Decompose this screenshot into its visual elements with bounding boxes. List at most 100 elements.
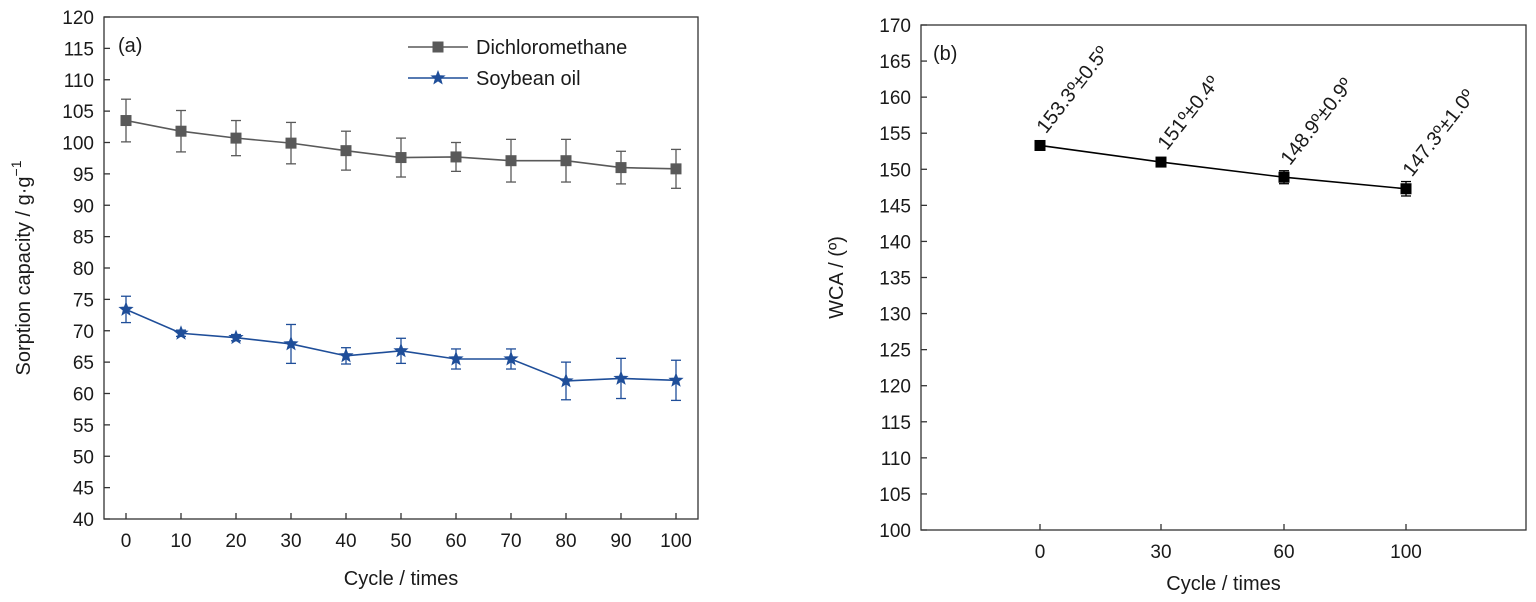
series-soybean-oil [118,295,684,402]
legend-marker [430,70,446,85]
y-tick-label: 105 [62,102,94,123]
x-axis-b: 0 30 60 100 [1035,524,1422,563]
data-point [395,152,407,164]
y-tick-label: 50 [73,447,94,468]
y-tick-label: 165 [879,52,911,73]
x-tick-label: 60 [445,531,466,552]
y-axis-title-a: Sorption capacity / g·g−1 [8,160,35,375]
y-axis-a: 40 45 50 55 60 65 70 75 80 85 90 95 100 105 110 115 120 [62,8,110,531]
data-point [175,125,187,137]
y-tick-label: 160 [879,88,911,109]
y-tick-label: 105 [879,485,911,506]
x-tick-label: 100 [1390,542,1422,563]
x-tick-label: 70 [500,531,521,552]
panel-label-a: (a) [118,35,142,57]
data-point [340,145,352,157]
data-point [1278,171,1290,183]
data-point [230,132,242,144]
chart-panel-a: 404550556065707580859095100105110115120 … [8,8,699,590]
legend-marker [432,41,444,53]
x-tick-label: 50 [390,531,411,552]
y-tick-label: 120 [62,8,94,29]
x-tick-label: 30 [1150,542,1171,563]
y-tick-label: 85 [73,228,94,249]
data-point [338,347,354,363]
data-point [1034,139,1046,151]
x-tick-label: 40 [335,531,356,552]
x-tick-label: 90 [610,531,631,552]
y-tick-label: 40 [73,510,94,531]
y-tick-label: 155 [879,124,911,145]
data-point [505,155,517,167]
x-tick-label: 100 [660,531,692,552]
x-tick-label: 10 [170,531,191,552]
y-axis-title-a-text: Sorption capacity / g·g [13,176,35,375]
series-dichloromethane [120,98,682,189]
data-point [558,372,574,388]
x-axis-a: 0 10 20 30 40 50 60 70 80 90 100 [121,513,692,552]
plot-area-frame-b [920,24,1527,531]
x-tick-label: 60 [1273,542,1294,563]
y-tick-label: 55 [73,416,94,437]
data-point [285,137,297,149]
data-point [1400,183,1412,195]
y-axis-title-a-superscript: −1 [8,160,24,176]
x-axis-title-b: Cycle / times [1166,573,1280,595]
data-point [670,163,682,175]
x-axis-title-a: Cycle / times [344,568,458,590]
y-tick-label: 140 [879,232,911,253]
y-tick-label: 115 [64,39,94,60]
data-point [1155,156,1167,168]
y-tick-label: 90 [73,196,94,217]
x-tick-label: 0 [1035,542,1046,563]
x-tick-label: 80 [555,531,576,552]
data-point [613,370,629,385]
y-tick-label: 115 [881,413,911,434]
legend-item: Dichloromethane [408,37,627,59]
y-tick-label: 170 [879,16,911,37]
y-tick-label: 65 [73,353,94,374]
y-tick-label: 60 [73,385,94,406]
legend-item: Soybean oil [408,68,581,90]
series-wca: 153.3º±0.5º 151º±0.4º 148.9º±0.9º 147.3º±1.… [1033,42,1480,197]
y-tick-label: 150 [879,160,911,181]
data-point [615,162,627,174]
data-point [450,151,462,163]
data-point [120,115,132,127]
chart-panel-b: 100 105 110 115 120 125 130 135 140 145 150 155 160 1… [826,16,1527,595]
data-point [283,335,299,351]
y-tick-label: 75 [73,290,94,311]
x-tick-label: 0 [121,531,132,552]
x-tick-label: 20 [225,531,246,552]
series-group-a [118,98,684,402]
panel-label-b: (b) [933,43,957,65]
y-tick-label: 120 [879,377,911,398]
data-point [118,301,134,316]
y-tick-label: 80 [73,259,94,280]
y-tick-label: 95 [73,165,94,186]
legend-label: Soybean oil [476,68,581,90]
data-point [393,342,409,358]
y-tick-label: 70 [73,322,94,343]
data-label: 151º±0.4º [1154,72,1225,154]
y-tick-label: 125 [879,341,911,362]
y-tick-label: 145 [879,196,911,217]
data-point [228,329,244,345]
data-point [173,325,189,340]
y-tick-label: 45 [73,479,94,500]
y-tick-label: 130 [879,305,911,326]
y-tick-label: 110 [881,449,911,470]
y-axis-b: 100 105 110 115 120 125 130 135 140 145 150 155 160 1… [879,16,927,542]
data-label: 153.3º±0.5º [1033,42,1114,138]
y-tick-label: 100 [879,521,911,542]
plot-area-frame-a [103,16,699,520]
data-label: 148.9º±0.9º [1277,74,1358,170]
data-point [668,372,684,387]
data-label: 147.3º±1.0º [1399,85,1480,181]
data-point [448,350,464,366]
data-point [560,155,572,167]
y-tick-label: 135 [879,269,911,290]
y-axis-title-b: WCA / (º) [826,236,848,319]
legend-a: Dichloromethane Soybean oil [408,37,627,90]
